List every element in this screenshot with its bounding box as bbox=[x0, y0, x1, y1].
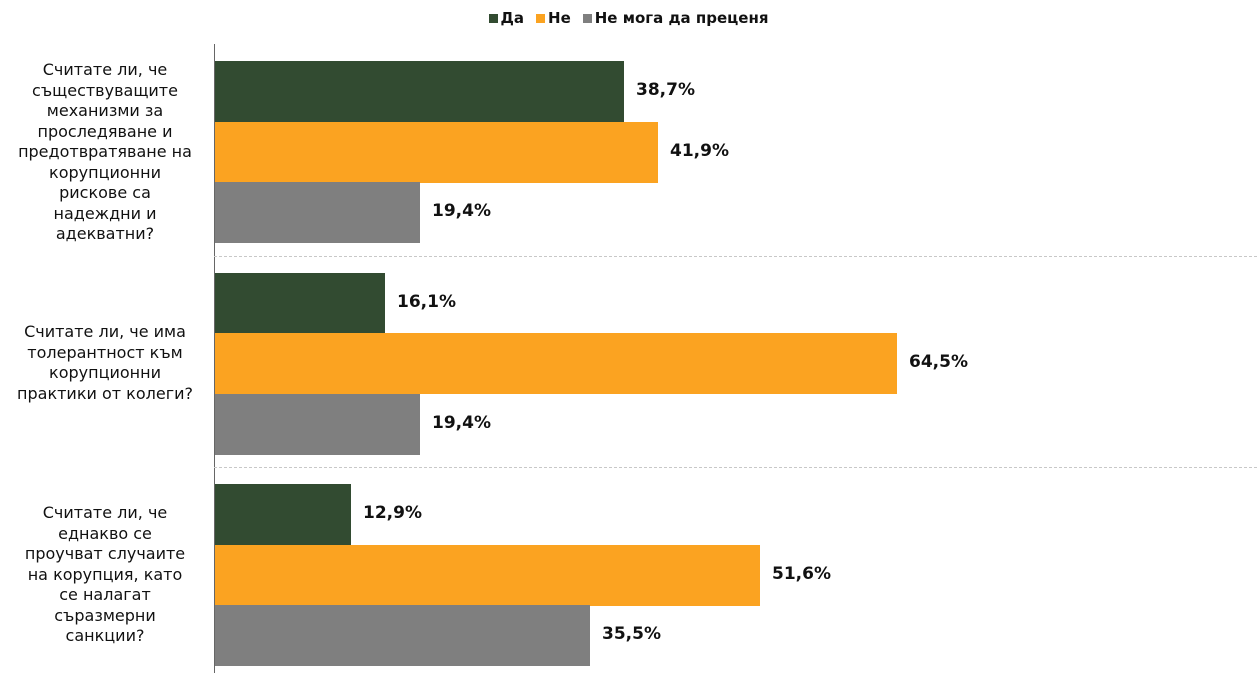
group-separator bbox=[214, 467, 1257, 468]
data-label: 16,1% bbox=[397, 292, 456, 312]
category-label: Считате ли, че еднакво се проучват случаит… bbox=[0, 503, 210, 647]
bar bbox=[215, 61, 624, 122]
bar bbox=[215, 545, 760, 606]
y-axis-line bbox=[214, 44, 215, 673]
category-label-line: се налагат bbox=[59, 585, 151, 604]
legend-swatch bbox=[536, 13, 546, 23]
category-label-line: рискове са bbox=[59, 183, 151, 202]
category-label-line: механизми за bbox=[46, 101, 164, 120]
category-label-line: корупционни bbox=[49, 162, 161, 182]
category-label: Считате ли, че има толерантност към корупц… bbox=[0, 322, 210, 404]
bar bbox=[215, 273, 385, 334]
legend-label: Да bbox=[500, 9, 525, 27]
bar bbox=[215, 605, 590, 666]
legend-swatch bbox=[488, 13, 498, 23]
data-label: 64,5% bbox=[909, 352, 968, 372]
category-label-line: Считате ли, че bbox=[42, 503, 168, 522]
data-label: 35,5% bbox=[602, 624, 661, 644]
group-separator bbox=[214, 256, 1257, 257]
legend-label: Не мога да преценя bbox=[594, 9, 769, 27]
bar bbox=[215, 122, 658, 183]
data-label: 41,9% bbox=[670, 141, 729, 161]
category-label-line: предотвратяване на bbox=[18, 142, 192, 161]
category-label-line: еднакво се bbox=[58, 523, 152, 543]
data-label: 19,4% bbox=[432, 413, 491, 433]
bar bbox=[215, 394, 420, 455]
legend-label: Не bbox=[548, 9, 571, 27]
category-label-line: адекватни? bbox=[55, 224, 155, 243]
bar bbox=[215, 484, 351, 545]
data-label: 38,7% bbox=[636, 80, 695, 100]
category-label-line: санкции? bbox=[65, 626, 145, 645]
category-label-line: надеждни и bbox=[53, 203, 157, 223]
category-label-line: проучват случаите bbox=[24, 544, 186, 563]
data-label: 51,6% bbox=[772, 564, 831, 584]
legend-swatch bbox=[582, 13, 592, 23]
category-label-line: съществуващите bbox=[32, 80, 178, 100]
legend-item: Не bbox=[536, 9, 571, 27]
legend: Да Не Не мога да преценя bbox=[0, 9, 1257, 27]
category-label-line: Считате ли, че bbox=[42, 60, 168, 79]
bar bbox=[215, 333, 897, 394]
category-label: Считате ли, че съществуващите механизми за… bbox=[0, 60, 210, 245]
legend-item: Да bbox=[488, 9, 525, 27]
category-label-line: на корупция, като bbox=[27, 564, 183, 584]
category-label-line: съразмерни bbox=[54, 605, 156, 625]
category-label-line: проследяване и bbox=[37, 121, 173, 141]
data-label: 12,9% bbox=[363, 503, 422, 523]
bar bbox=[215, 182, 420, 243]
legend-item: Не мога да преценя bbox=[582, 9, 769, 27]
category-label-line: корупционни bbox=[49, 363, 161, 382]
data-label: 19,4% bbox=[432, 201, 491, 221]
category-label-line: Считате ли, че има bbox=[24, 322, 186, 341]
category-label-line: толерантност към bbox=[27, 342, 183, 362]
category-label-line: практики от колеги? bbox=[17, 383, 193, 403]
